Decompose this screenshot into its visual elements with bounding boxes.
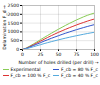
svg-text:500: 500 [10, 38, 19, 43]
svg-text:0: 0 [21, 52, 24, 57]
svg-text:75: 75 [74, 52, 80, 57]
html-text:F_cb = 40 % F_c: F_cb = 40 % F_c [60, 73, 98, 78]
svg-text:2000: 2000 [8, 12, 20, 17]
html-text:F_cb = 80 % F_c: F_cb = 80 % F_c [60, 67, 98, 72]
svg-text:1500: 1500 [8, 21, 20, 26]
svg-text:100: 100 [90, 52, 99, 57]
svg-text:50: 50 [56, 52, 62, 57]
svg-text:1000: 1000 [8, 29, 20, 34]
svg-text:25: 25 [38, 52, 44, 57]
svg-text:0: 0 [16, 47, 19, 52]
svg-text:2500: 2500 [8, 3, 20, 8]
html-text:F_cb = 100 % F_c: F_cb = 100 % F_c [10, 73, 51, 78]
svg-text:Number of holes drilled (per d: Number of holes drilled (per drill) → [18, 60, 98, 65]
html-text:Experimental: Experimental [10, 67, 41, 72]
svg-text:Delamination F_d →: Delamination F_d → [2, 5, 8, 50]
